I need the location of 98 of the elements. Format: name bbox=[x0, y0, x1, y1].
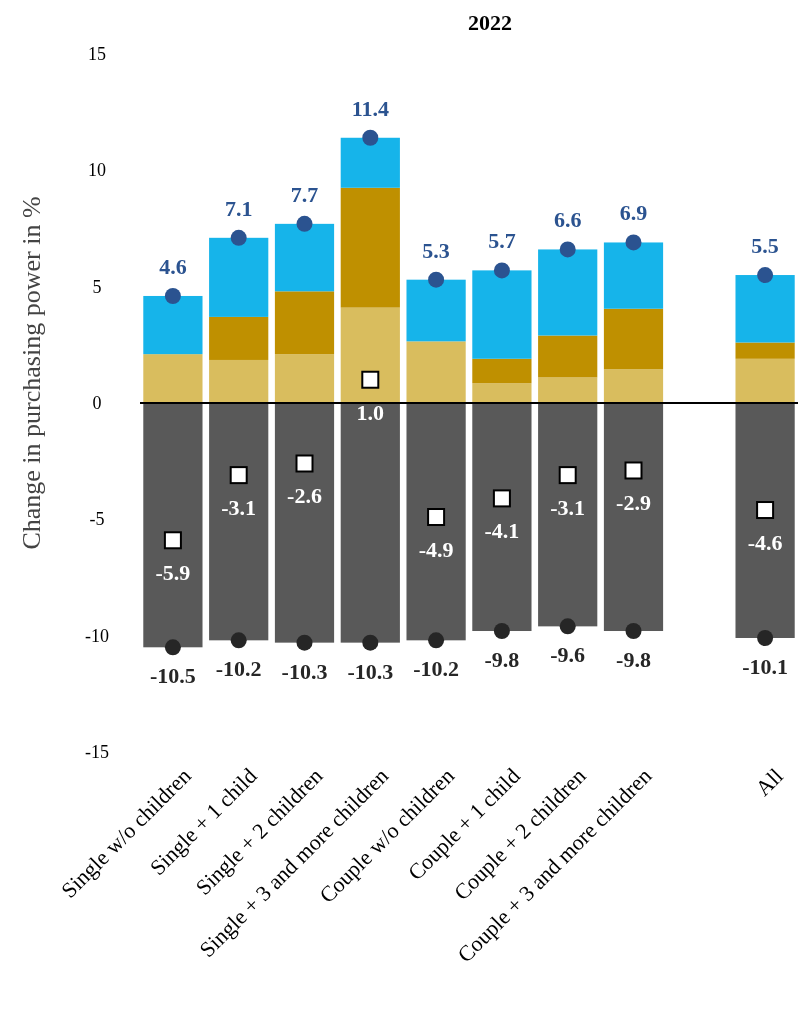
data-label: -4.6 bbox=[747, 530, 783, 556]
point bbox=[230, 229, 247, 246]
point bbox=[493, 262, 510, 279]
point bbox=[427, 508, 446, 527]
point bbox=[558, 466, 577, 485]
bar bbox=[472, 403, 532, 632]
data-label: 6.9 bbox=[619, 200, 648, 226]
bar bbox=[472, 383, 532, 403]
bar bbox=[538, 335, 598, 378]
data-label: -10.5 bbox=[149, 663, 196, 689]
point bbox=[559, 241, 576, 258]
point bbox=[296, 634, 313, 651]
point bbox=[492, 489, 511, 508]
point bbox=[361, 370, 380, 389]
point bbox=[624, 461, 643, 480]
point bbox=[493, 623, 510, 640]
data-label: -3.1 bbox=[550, 495, 586, 521]
data-label: -4.1 bbox=[484, 518, 520, 544]
data-label: -10.3 bbox=[281, 658, 328, 684]
point bbox=[428, 632, 445, 649]
bar bbox=[340, 137, 400, 188]
bar bbox=[143, 403, 203, 648]
bar bbox=[406, 279, 466, 342]
point bbox=[295, 454, 314, 473]
y-tick-label: 10 bbox=[88, 160, 106, 181]
point bbox=[428, 271, 445, 288]
bar bbox=[538, 403, 598, 627]
data-label: 4.6 bbox=[159, 253, 187, 279]
bar bbox=[209, 403, 269, 641]
data-label: -4.9 bbox=[418, 537, 454, 563]
data-label: -10.1 bbox=[742, 653, 789, 679]
data-label: 6.6 bbox=[553, 207, 582, 233]
bar bbox=[538, 249, 598, 336]
data-label: 7.1 bbox=[224, 195, 253, 221]
data-label: 7.7 bbox=[290, 181, 319, 207]
bar bbox=[274, 354, 335, 403]
chart-title: 2022 bbox=[468, 10, 512, 35]
bar bbox=[603, 403, 664, 632]
y-tick-label: 0 bbox=[92, 393, 102, 413]
bar bbox=[406, 341, 466, 403]
y-tick-label: -10 bbox=[85, 625, 109, 646]
bar bbox=[143, 354, 203, 403]
point bbox=[164, 639, 181, 656]
y-tick-label: 15 bbox=[88, 44, 106, 64]
data-label: 1.0 bbox=[356, 399, 385, 425]
data-label: -9.6 bbox=[550, 642, 586, 668]
data-label: -2.6 bbox=[287, 483, 322, 509]
data-label: -10.3 bbox=[347, 658, 394, 684]
bar bbox=[735, 342, 795, 359]
bar bbox=[735, 403, 795, 638]
point bbox=[296, 215, 313, 232]
bar bbox=[209, 316, 269, 360]
bar bbox=[472, 270, 532, 359]
bar bbox=[340, 187, 400, 308]
point bbox=[559, 618, 576, 635]
point bbox=[229, 466, 248, 485]
point bbox=[756, 501, 775, 520]
y-tick-label: 5 bbox=[92, 276, 102, 297]
point bbox=[362, 634, 379, 651]
point bbox=[362, 129, 379, 146]
data-label: 5.3 bbox=[422, 237, 450, 263]
x-tick-label: All bbox=[750, 763, 788, 801]
point bbox=[230, 632, 247, 649]
data-label: 11.4 bbox=[351, 95, 389, 121]
bar bbox=[538, 377, 598, 403]
data-label: 5.7 bbox=[488, 228, 516, 254]
point bbox=[163, 531, 182, 550]
y-axis-title: Change in purchasing power in % bbox=[17, 196, 46, 550]
point bbox=[757, 267, 774, 284]
point bbox=[757, 629, 774, 646]
data-label: -2.9 bbox=[616, 490, 651, 516]
bar bbox=[209, 359, 269, 403]
data-label: 5.5 bbox=[751, 233, 779, 259]
bar bbox=[472, 358, 532, 384]
bar bbox=[603, 242, 664, 309]
bar bbox=[603, 308, 664, 370]
point bbox=[625, 234, 642, 251]
data-label: -10.2 bbox=[413, 656, 460, 682]
data-label: -10.2 bbox=[215, 656, 262, 682]
data-label: -3.1 bbox=[221, 495, 257, 521]
bar bbox=[274, 291, 335, 355]
bar bbox=[143, 295, 203, 355]
bar bbox=[340, 403, 400, 643]
bar bbox=[735, 275, 795, 343]
data-label: -5.9 bbox=[155, 560, 191, 586]
point bbox=[625, 623, 642, 640]
bar bbox=[340, 307, 400, 403]
data-label: -9.8 bbox=[616, 647, 651, 673]
y-tick-label: -5 bbox=[89, 509, 105, 530]
y-tick-label: -15 bbox=[85, 742, 109, 762]
bar bbox=[735, 358, 795, 403]
bar bbox=[274, 403, 335, 643]
data-label: -9.8 bbox=[484, 647, 520, 673]
point bbox=[164, 287, 181, 304]
bar bbox=[406, 403, 466, 641]
bar bbox=[209, 237, 269, 317]
bar bbox=[274, 223, 335, 292]
bar bbox=[603, 369, 664, 403]
